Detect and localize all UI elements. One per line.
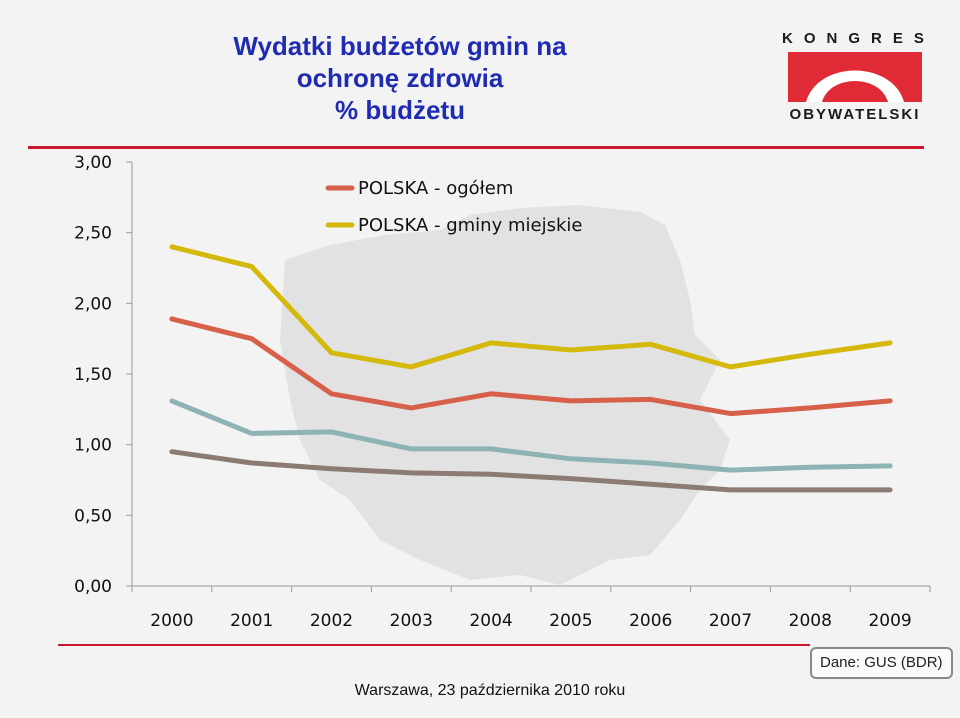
kongres-obywatelski-logo: KONGRES OBYWATELSKI bbox=[782, 30, 928, 126]
legend-label-0: POLSKA - ogółem bbox=[358, 178, 513, 199]
y-tick-label: 0,00 bbox=[74, 577, 112, 597]
series-line-0 bbox=[169, 316, 893, 417]
x-tick-label: 2002 bbox=[310, 611, 353, 631]
logo-bottom-text: OBYWATELSKI bbox=[789, 106, 921, 123]
slide-title: Wydatki budżetów gmin na ochronę zdrowia… bbox=[180, 30, 620, 126]
x-tick-label: 2000 bbox=[150, 611, 193, 631]
x-tick-label: 2006 bbox=[629, 611, 672, 631]
series-line-3 bbox=[169, 449, 893, 493]
y-tick-label: 2,50 bbox=[74, 224, 112, 244]
logo-arch-icon bbox=[788, 52, 922, 102]
legend-label-1: POLSKA - gminy miejskie bbox=[358, 215, 582, 236]
x-tick-label: 2005 bbox=[549, 611, 592, 631]
chart-legend: POLSKA - ogółem POLSKA - gminy miejskie bbox=[325, 178, 582, 236]
chart-series bbox=[169, 244, 893, 493]
chart-axes: 0,00 0,50 1,00 1,50 2,00 2,50 3,00 2000 2001 2002… bbox=[74, 153, 931, 631]
footer-caption: Warszawa, 23 października 2010 roku bbox=[354, 682, 626, 699]
series-line-2 bbox=[169, 398, 893, 473]
y-tick-label: 3,00 bbox=[74, 153, 112, 173]
y-tick-label: 1,50 bbox=[74, 365, 112, 385]
x-tick-label: 2009 bbox=[868, 611, 911, 631]
x-tick-label: 2001 bbox=[230, 611, 273, 631]
y-tick-label: 2,00 bbox=[74, 294, 112, 314]
source-note: Dane: GUS (BDR) bbox=[810, 647, 953, 679]
title-line-1: Wydatki budżetów gmin na bbox=[233, 31, 567, 61]
y-tick-label: 1,00 bbox=[74, 436, 112, 456]
x-tick-label: 2008 bbox=[789, 611, 832, 631]
x-tick-label: 2007 bbox=[709, 611, 752, 631]
title-line-2: ochronę zdrowia bbox=[296, 63, 504, 93]
y-tick-label: 0,50 bbox=[74, 506, 112, 526]
title-line-3: % budżetu bbox=[335, 95, 465, 125]
header-divider bbox=[28, 146, 924, 149]
footer-divider bbox=[58, 644, 810, 646]
series-line-1 bbox=[169, 244, 893, 370]
x-tick-label: 2004 bbox=[469, 611, 512, 631]
x-tick-label: 2003 bbox=[390, 611, 433, 631]
logo-top-text: KONGRES bbox=[782, 30, 935, 47]
